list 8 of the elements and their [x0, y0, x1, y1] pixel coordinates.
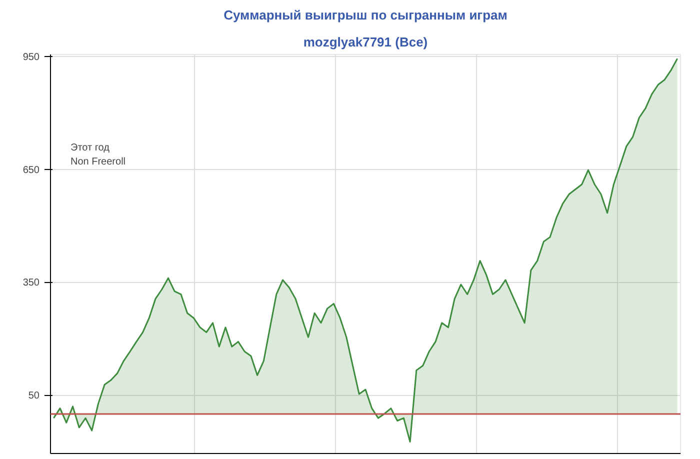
chart-title: Суммарный выигрыш по сыгранным играм	[224, 8, 508, 22]
annotation: Non Freeroll	[70, 156, 126, 168]
y-tick-label: 950	[22, 52, 40, 63]
y-tick-label: 50	[28, 390, 40, 402]
chart-subtitle: mozglyak7791 (Все)	[303, 34, 428, 50]
y-tick-label: 650	[22, 164, 40, 176]
annotation: Этот год	[70, 142, 110, 154]
y-tick-label: 350	[22, 278, 40, 289]
